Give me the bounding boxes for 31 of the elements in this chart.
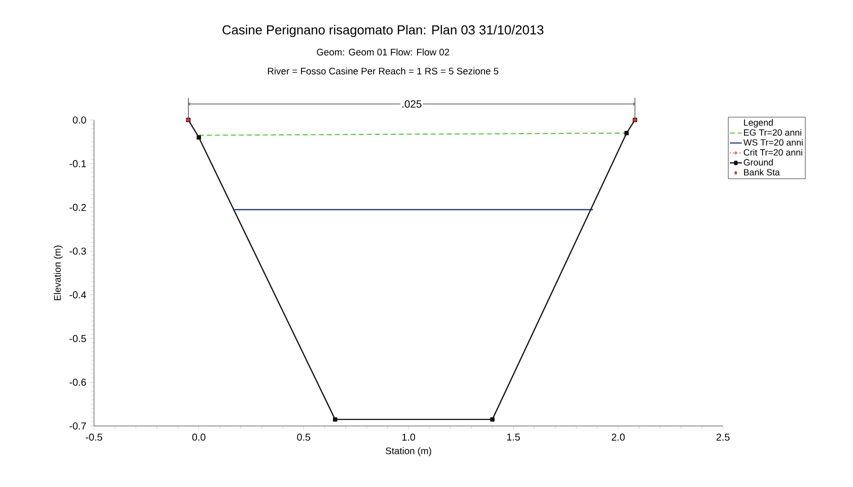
y-tick-label: -0.1 <box>70 160 86 168</box>
legend-title: Legend <box>744 119 773 128</box>
y-axis-title: Elevation (m) <box>54 246 63 300</box>
legend-label: EG Tr=20 anni <box>744 129 802 136</box>
chart-title: Casine Perignano risagomato Plan: Plan 03 31/10/2013 <box>222 24 544 38</box>
x-tick-label: -0.5 <box>86 434 102 441</box>
y-tick-label: -0.4 <box>70 291 86 298</box>
x-tick-label: 1.5 <box>507 434 520 441</box>
legend-label: Bank Sta <box>744 168 780 176</box>
point <box>490 417 495 422</box>
point <box>624 130 629 136</box>
x-tick-label: 2.5 <box>716 434 730 441</box>
point <box>196 135 202 140</box>
y-tick-label: -0.2 <box>70 204 86 211</box>
x-axis-title: Station (m) <box>386 447 432 456</box>
text: River = Fosso Casine Per Reach = 1 RS = 5 Sezione 5 <box>268 67 498 74</box>
x-tick-label: 0.0 <box>192 434 206 441</box>
legend-label: Ground <box>744 158 773 166</box>
x-tick-label: 1.0 <box>402 434 416 441</box>
y-tick-label: -0.3 <box>70 248 86 255</box>
y-tick-label: -0.7 <box>70 422 86 430</box>
legend-label: WS Tr=20 anni <box>743 139 803 146</box>
point <box>332 417 338 422</box>
x-tick-label: 2.0 <box>612 434 625 441</box>
y-tick-label: -0.5 <box>70 335 86 342</box>
legend-label: Crit Tr=20 anni <box>744 148 802 156</box>
x-tick-label: 0.5 <box>297 434 310 441</box>
chart-subtitle: Geom: Geom 01 Flow: Flow 02 <box>316 48 450 56</box>
text: .025 <box>402 100 422 108</box>
y-tick-label: -0.6 <box>70 378 86 386</box>
y-tick-label: 0.0 <box>72 116 86 124</box>
